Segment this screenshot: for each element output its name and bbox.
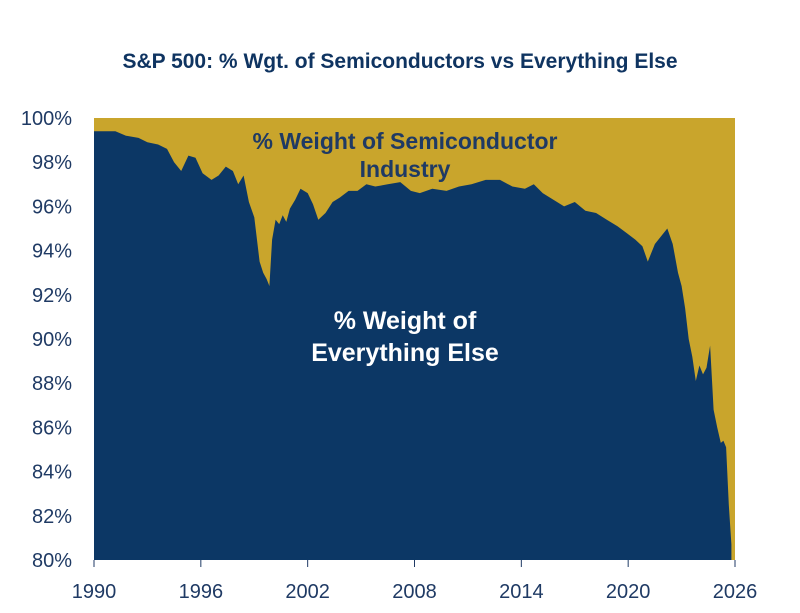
y-tick-label: 96% xyxy=(32,196,72,218)
chart-title: S&P 500: % Wgt. of Semiconductors vs Eve… xyxy=(122,50,678,73)
y-tick-label: 92% xyxy=(32,285,72,307)
x-tick-label: 1996 xyxy=(179,581,224,603)
y-tick-label: 98% xyxy=(32,152,72,174)
y-tick-label: 84% xyxy=(32,462,72,484)
x-tick-label: 2020 xyxy=(606,581,651,603)
everything-else-area xyxy=(94,131,732,561)
semiconductor-label-line-1: % Weight of Semiconductor xyxy=(253,128,558,154)
y-tick-label: 88% xyxy=(32,373,72,395)
x-tick-label: 2008 xyxy=(392,581,437,603)
y-tick-label: 82% xyxy=(32,506,72,528)
y-tick-label: 94% xyxy=(32,241,72,263)
x-tick-label: 2026 xyxy=(713,581,758,603)
x-tick-label: 2002 xyxy=(285,581,330,603)
x-axis: 1990 1996 2002 2008 2014 2020 2026 xyxy=(72,560,758,603)
y-tick-label: 86% xyxy=(32,417,72,439)
everything-else-label-line-2: Everything Else xyxy=(311,339,499,367)
x-tick-label: 2014 xyxy=(499,581,544,603)
y-tick-label: 100% xyxy=(21,108,72,130)
x-tick-label: 1990 xyxy=(72,581,117,603)
y-axis: 80% 82% 84% 86% 88% 90% 92% 94% 96% 98% 100% xyxy=(21,108,72,572)
y-tick-label: 80% xyxy=(32,550,72,572)
everything-else-label-line-1: % Weight of xyxy=(334,307,477,335)
plot-area xyxy=(94,118,735,561)
semiconductor-label-line-2: Industry xyxy=(360,156,451,182)
y-tick-label: 90% xyxy=(32,329,72,351)
